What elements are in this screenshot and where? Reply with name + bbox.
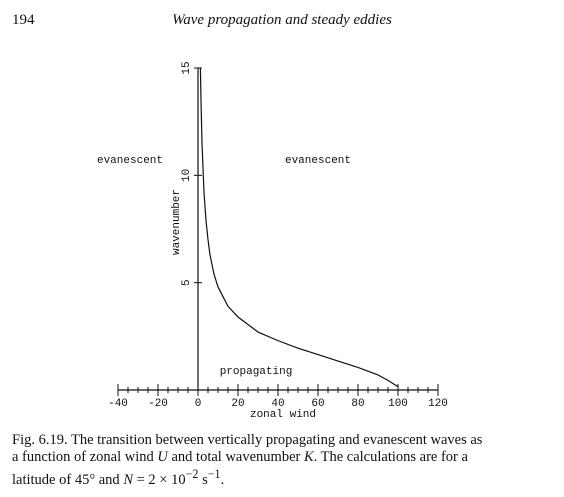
y-axis-label: wavenumber [171, 189, 183, 255]
caption-superscript: −1 [207, 467, 221, 481]
x-tick-label: 60 [311, 398, 324, 410]
running-title: Wave propagation and steady eddies [172, 12, 392, 28]
caption-symbol: U [157, 449, 168, 465]
y-tick-label: 10 [181, 169, 193, 182]
x-tick-label: -40 [108, 398, 128, 410]
x-tick-label: -20 [148, 398, 168, 410]
caption-line: latitude of 45° and N = 2 × 10−2 s−1. [12, 466, 557, 489]
caption-text: s [198, 471, 208, 488]
x-axis-label: zonal wind [250, 409, 316, 421]
curve [199, 67, 399, 388]
x-tick-label: 80 [351, 398, 364, 410]
x-tick-label: 0 [195, 398, 202, 410]
caption-text: Fig. 6.19. The transition between vertic… [12, 432, 483, 448]
page-number: 194 [12, 12, 35, 28]
y-tick-label: 15 [181, 61, 193, 74]
region-label: propagating [220, 366, 293, 378]
caption-text: and total wavenumber [167, 449, 304, 465]
caption-superscript: −2 [185, 467, 199, 481]
caption-text: a function of zonal wind [12, 449, 158, 465]
y-tick-label: 5 [181, 279, 193, 286]
x-tick-label: 40 [271, 398, 284, 410]
region-label: evanescent [285, 155, 351, 167]
caption-text: . The calculations are for a [313, 449, 468, 465]
caption-symbol: K [303, 449, 314, 465]
caption-text: . [220, 471, 225, 488]
x-tick-label: 20 [231, 398, 244, 410]
caption-line: Fig. 6.19. The transition between vertic… [12, 432, 557, 449]
caption-text: = 2 × 10 [132, 471, 186, 488]
region-label: evanescent [97, 155, 163, 167]
x-tick-label: 120 [428, 398, 448, 410]
caption-symbol: N [123, 471, 133, 488]
caption-line: a function of zonal wind U and total wav… [12, 449, 557, 466]
caption-text: latitude of 45° and [12, 471, 124, 488]
x-tick-label: 100 [388, 398, 408, 410]
